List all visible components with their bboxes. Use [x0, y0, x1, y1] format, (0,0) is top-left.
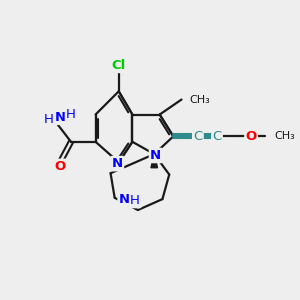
- Text: CH₃: CH₃: [274, 131, 295, 141]
- Text: N: N: [150, 149, 161, 162]
- Text: N: N: [119, 193, 130, 206]
- Polygon shape: [151, 154, 158, 168]
- Text: Cl: Cl: [112, 59, 126, 72]
- Text: O: O: [245, 130, 257, 143]
- Text: H: H: [66, 108, 76, 121]
- Text: O: O: [55, 160, 66, 173]
- Text: C: C: [212, 130, 222, 143]
- Text: C: C: [193, 130, 203, 143]
- Text: CH₃: CH₃: [190, 94, 211, 104]
- Text: H: H: [44, 113, 54, 127]
- Text: N: N: [112, 157, 123, 170]
- Text: H: H: [130, 194, 140, 207]
- Text: N: N: [55, 111, 66, 124]
